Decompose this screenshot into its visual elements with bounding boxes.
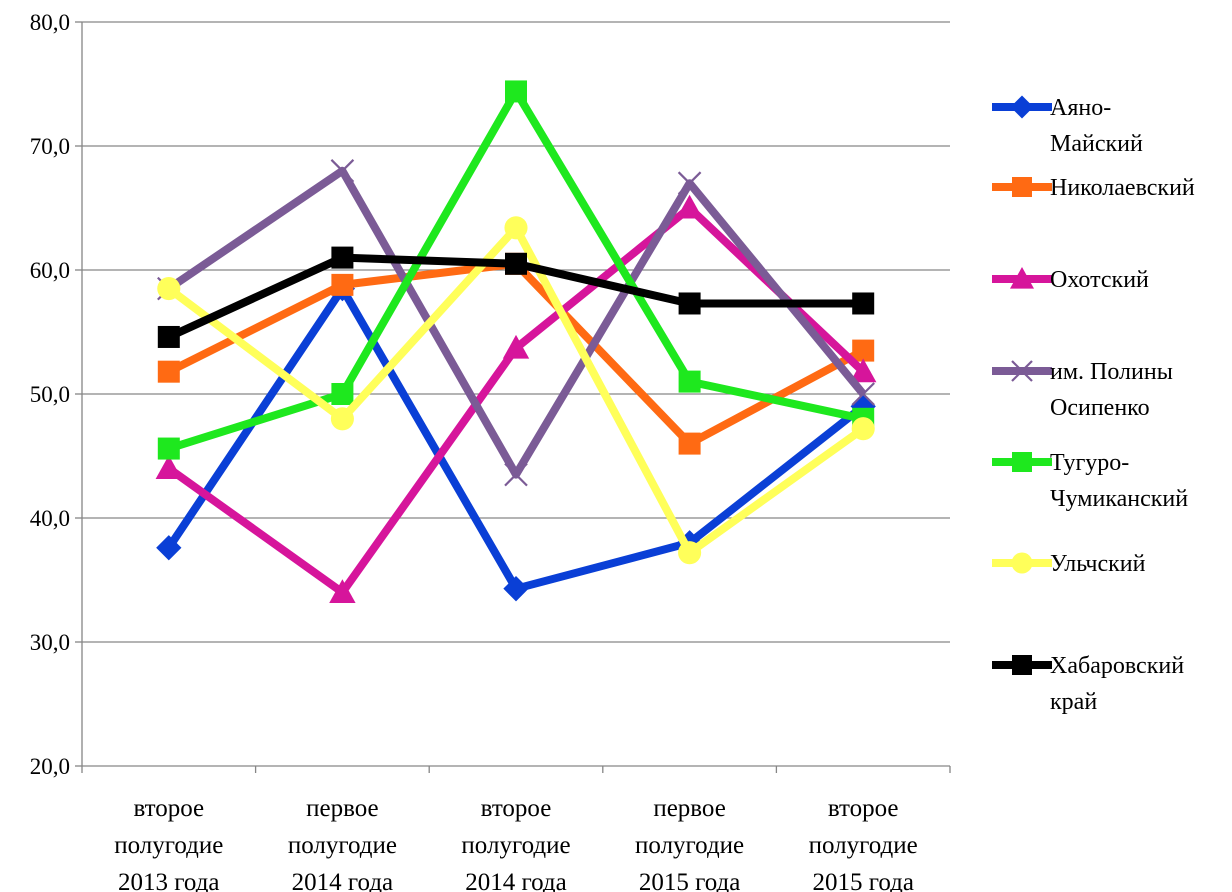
legend-item: Тугуро-Чумиканский: [992, 450, 1188, 512]
data-point: [331, 273, 354, 296]
data-point: [1012, 452, 1032, 472]
data-point: [505, 80, 527, 103]
data-point: [504, 216, 528, 240]
data-point: [1011, 552, 1033, 574]
data-point: [1010, 267, 1034, 289]
legend: Аяно-Майский Николаевский Охотский им. Поли…: [992, 95, 1195, 715]
series-6: [157, 216, 875, 565]
data-point: [329, 579, 356, 603]
data-point: [852, 292, 875, 315]
series-group: [155, 80, 877, 603]
data-point: [155, 455, 182, 479]
data-point: [678, 541, 702, 565]
x-axis-ticks: второе полугодие 2013 года первое полугодие 2…: [81, 766, 951, 892]
legend-item: Охотский: [992, 267, 1149, 293]
y-tick-label: 80,0: [30, 10, 70, 35]
y-tick-label: 70,0: [30, 134, 70, 159]
x-tick-label: первое полугодие 2014 года: [288, 795, 397, 892]
y-tick-label: 40,0: [30, 506, 70, 531]
legend-label: Ульчский: [1050, 551, 1146, 577]
legend-label: им. Полины Осипенко: [1050, 359, 1173, 421]
y-tick-label: 30,0: [30, 630, 70, 655]
data-point: [330, 407, 354, 431]
data-point: [851, 382, 875, 406]
x-tick-label: второе полугодие 2013 года: [114, 795, 223, 892]
data-point: [503, 576, 529, 602]
legend-label: Тугуро-Чумиканский: [1050, 450, 1188, 512]
data-point: [331, 246, 354, 269]
data-point: [678, 292, 701, 315]
data-point: [1012, 177, 1032, 197]
legend-label: Охотский: [1050, 267, 1149, 293]
y-tick-label: 20,0: [30, 754, 70, 779]
gridlines: [82, 21, 950, 643]
x-tick-label: первое полугодие 2015 года: [635, 795, 744, 892]
legend-label: Аяно-Майский: [1050, 95, 1143, 157]
legend-item: им. Полины Осипенко: [992, 359, 1173, 421]
data-point: [157, 437, 180, 460]
x-tick-label: второе полугодие 2014 года: [461, 795, 570, 892]
data-point: [677, 171, 702, 195]
data-point: [852, 339, 875, 362]
legend-item: Николаевский: [992, 175, 1195, 201]
data-point: [850, 358, 877, 383]
data-point: [330, 159, 355, 183]
data-point: [156, 535, 182, 561]
x-tick-label: второе полугодие 2015 года: [809, 795, 918, 892]
data-point: [676, 194, 703, 219]
data-point: [502, 334, 530, 359]
data-point: [1012, 655, 1032, 675]
y-tick-label: 60,0: [30, 258, 70, 283]
data-point: [504, 462, 528, 487]
data-point: [678, 432, 701, 455]
y-tick-label: 50,0: [30, 382, 70, 407]
data-point: [157, 360, 180, 383]
data-point: [505, 252, 527, 275]
data-point: [331, 383, 354, 405]
legend-label: Хабаровский край: [1050, 653, 1184, 715]
y-axis-ticks: 20,0 30,0 40,0 50,0 60,0 70,0 80,0: [30, 10, 82, 779]
data-point: [678, 370, 701, 393]
data-point: [851, 417, 875, 441]
data-point: [1011, 360, 1033, 382]
data-point: [157, 325, 180, 348]
legend-item: Хабаровский край: [992, 653, 1184, 715]
legend-item: Ульчский: [992, 551, 1146, 577]
series-7: [157, 246, 875, 348]
legend-item: Аяно-Майский: [992, 95, 1143, 157]
data-point: [157, 277, 181, 301]
series-3: [155, 194, 877, 603]
data-point: [1010, 95, 1034, 119]
legend-label: Николаевский: [1050, 175, 1195, 201]
